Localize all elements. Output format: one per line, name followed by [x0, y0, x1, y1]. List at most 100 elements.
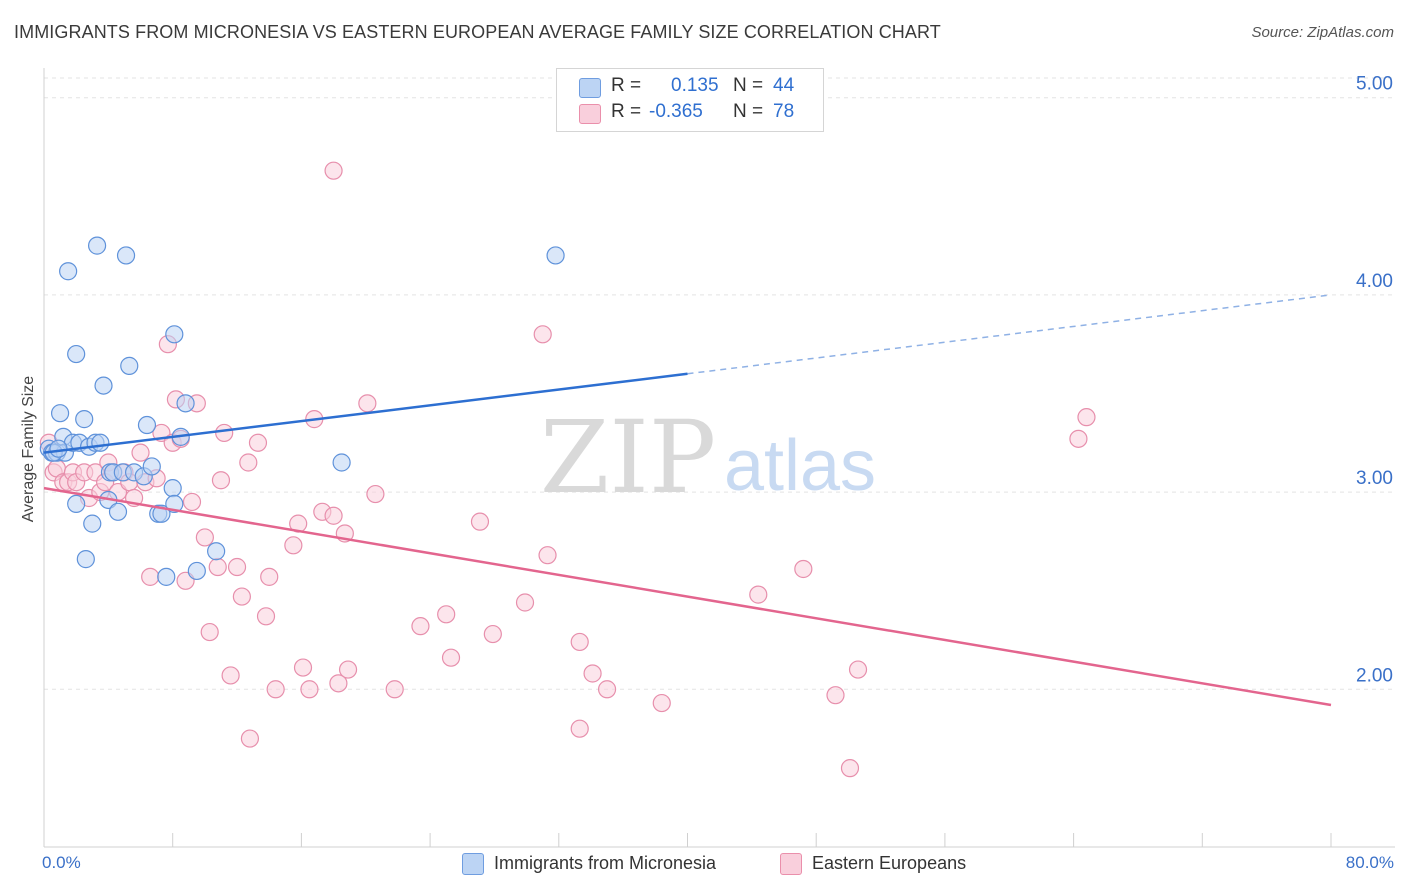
trendline-eastern-europeans — [43, 486, 1332, 707]
legend-r-label: R = — [611, 101, 642, 122]
data-point-eastern-european — [794, 559, 813, 579]
data-point-micronesia — [83, 514, 102, 533]
chart-title: IMMIGRANTS FROM MICRONESIA VS EASTERN EU… — [14, 22, 941, 42]
data-point-eastern-european — [826, 686, 845, 705]
data-point-eastern-european — [256, 607, 276, 626]
data-point-micronesia — [75, 410, 94, 429]
series-micronesia — [39, 236, 565, 586]
watermark-zip: ZIP — [540, 399, 716, 516]
data-point-eastern-european — [385, 680, 404, 699]
data-point-micronesia — [187, 561, 206, 581]
y-tick-label: 3.00 — [1356, 468, 1393, 489]
watermark: ZIP atlas — [540, 399, 876, 516]
legend-swatch-blue — [579, 78, 601, 98]
data-point-eastern-european — [227, 557, 247, 577]
legend-swatch-pink — [780, 853, 802, 875]
data-point-eastern-european — [266, 680, 285, 699]
data-point-eastern-european — [239, 453, 258, 472]
y-axis-label: Average Family Size — [20, 375, 37, 523]
watermark-atlas: atlas — [724, 426, 876, 506]
data-point-micronesia — [91, 433, 110, 452]
data-point-eastern-european — [195, 528, 214, 547]
data-point-micronesia — [120, 356, 139, 375]
data-point-eastern-european — [441, 648, 461, 667]
legend-r-value: -0.365 — [649, 101, 703, 122]
data-point-eastern-european — [324, 161, 343, 180]
data-point-eastern-european — [749, 585, 768, 604]
data-point-eastern-european — [232, 587, 251, 606]
data-point-eastern-european — [848, 660, 868, 679]
data-point-eastern-european — [840, 759, 860, 778]
data-point-eastern-european — [583, 664, 602, 683]
legend-label-micronesia: Immigrants from Micronesia — [494, 853, 717, 873]
source-label: Source: ZipAtlas.com — [1251, 24, 1394, 41]
data-point-micronesia — [546, 246, 565, 265]
data-point-micronesia — [163, 479, 182, 498]
x-tick-min: 0.0% — [42, 853, 81, 872]
data-point-micronesia — [176, 394, 195, 413]
data-point-eastern-european — [515, 593, 535, 612]
y-tick-label: 4.00 — [1356, 271, 1393, 292]
trendlines — [43, 294, 1332, 707]
data-point-eastern-european — [284, 536, 303, 555]
legend-swatch-blue — [462, 853, 484, 875]
legend-n-value: 44 — [773, 75, 795, 96]
data-point-eastern-european — [211, 471, 231, 490]
data-point-eastern-european — [300, 680, 319, 699]
data-point-eastern-european — [1077, 408, 1096, 427]
legend-r-label: R = — [611, 75, 642, 96]
data-point-eastern-european — [570, 632, 589, 652]
data-point-eastern-european — [141, 567, 160, 586]
data-point-eastern-european — [324, 506, 343, 525]
data-point-micronesia — [165, 325, 184, 344]
y-tick-label: 5.00 — [1356, 74, 1393, 95]
data-point-micronesia — [108, 502, 128, 521]
legend-swatch-pink — [579, 104, 601, 124]
data-point-micronesia — [332, 453, 351, 472]
data-point-micronesia — [50, 404, 70, 423]
data-point-micronesia — [67, 344, 86, 364]
data-point-micronesia — [94, 376, 113, 395]
y-tick-label: 2.00 — [1356, 665, 1393, 686]
data-point-micronesia — [59, 262, 78, 281]
data-point-micronesia — [157, 567, 176, 586]
data-point-eastern-european — [200, 622, 219, 642]
data-point-eastern-european — [570, 719, 589, 738]
data-point-eastern-european — [338, 660, 358, 679]
data-point-eastern-european — [652, 693, 671, 713]
series-eastern-europeans — [39, 161, 1096, 778]
data-point-eastern-european — [597, 680, 617, 699]
data-point-eastern-european — [248, 433, 268, 452]
data-point-micronesia — [87, 236, 107, 255]
data-point-eastern-european — [533, 325, 552, 344]
data-point-eastern-european — [182, 492, 202, 512]
data-point-eastern-european — [208, 557, 227, 577]
data-point-micronesia — [142, 457, 161, 476]
data-point-eastern-european — [240, 729, 260, 748]
trendline-micronesia-extension — [687, 294, 1332, 375]
legend-n-label: N = — [733, 75, 764, 96]
y-tick-labels: 2.00 3.00 4.00 5.00 — [1356, 74, 1393, 687]
data-point-eastern-european — [411, 617, 430, 636]
data-point-eastern-european — [260, 567, 279, 586]
data-point-micronesia — [116, 246, 136, 265]
data-point-eastern-european — [221, 666, 240, 685]
legend-n-label: N = — [733, 101, 764, 122]
data-point-eastern-european — [483, 624, 502, 644]
data-point-eastern-european — [293, 658, 313, 677]
trendline-micronesia — [43, 372, 688, 454]
legend-n-value: 78 — [773, 101, 795, 122]
x-tick-max: 80.0% — [1345, 853, 1394, 872]
data-point-eastern-european — [470, 512, 490, 531]
data-point-eastern-european — [131, 443, 150, 462]
data-point-micronesia — [207, 542, 226, 561]
data-point-eastern-european — [329, 674, 348, 693]
legend-r-value: 0.135 — [671, 75, 719, 96]
data-point-eastern-european — [358, 394, 377, 413]
axes — [43, 68, 1395, 848]
legend-label-eastern-europeans: Eastern Europeans — [812, 853, 967, 873]
data-point-eastern-european — [366, 484, 385, 504]
correlation-legend: R = 0.135 N = 44 R = -0.365 N = 78 — [556, 68, 824, 132]
data-point-micronesia — [76, 550, 95, 569]
